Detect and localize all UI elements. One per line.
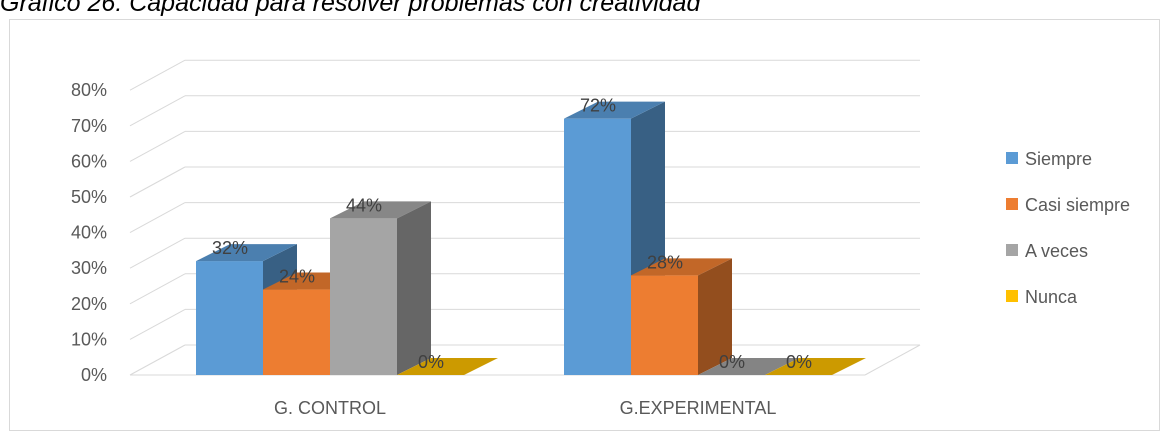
- floor-side-edge: [864, 344, 921, 376]
- data-label: 44%: [346, 195, 382, 215]
- data-label: 0%: [418, 352, 444, 372]
- gridline-diagonal: [129, 59, 186, 91]
- bar-top: [564, 101, 665, 119]
- y-tick-label: 40%: [71, 223, 107, 243]
- bar-top: [196, 244, 297, 262]
- legend-label: Siempre: [1025, 149, 1092, 169]
- chart-title: Gráfico 26: Capacidad para resolver prob…: [0, 0, 701, 17]
- legend-label: Casi siempre: [1025, 195, 1130, 215]
- legend-swatch: [1006, 198, 1018, 210]
- bar: [330, 218, 397, 375]
- y-tick-label: 20%: [71, 294, 107, 314]
- bar-zero: [397, 358, 498, 375]
- data-label: 32%: [212, 238, 248, 258]
- y-tick-label: 30%: [71, 258, 107, 278]
- legend-swatch: [1006, 244, 1018, 256]
- y-tick-label: 10%: [71, 329, 107, 349]
- y-tick-label: 0%: [81, 365, 107, 385]
- bar-top: [330, 201, 431, 219]
- legend-label: A veces: [1025, 241, 1088, 261]
- y-tick-label: 60%: [71, 151, 107, 171]
- data-label: 0%: [719, 352, 745, 372]
- legend-swatch: [1006, 152, 1018, 164]
- bar-top: [631, 258, 732, 276]
- chart-frame: [9, 19, 1160, 431]
- data-label: 72%: [580, 96, 616, 116]
- gridline-diagonal: [129, 273, 186, 305]
- data-label: 0%: [786, 352, 812, 372]
- gridline-diagonal: [129, 166, 186, 198]
- legend-swatch: [1006, 290, 1018, 302]
- gridline-diagonal: [129, 237, 186, 269]
- data-label: 28%: [647, 252, 683, 272]
- gridline-diagonal: [129, 130, 186, 162]
- bar: [196, 261, 263, 375]
- y-tick-label: 80%: [71, 80, 107, 100]
- gridline-diagonal: [129, 202, 186, 234]
- y-tick-label: 70%: [71, 116, 107, 136]
- bar-side: [397, 201, 431, 375]
- gridline-diagonal: [129, 344, 186, 376]
- bar-side: [698, 258, 732, 375]
- x-tick-label: G. CONTROL: [274, 398, 386, 418]
- bar: [631, 275, 698, 375]
- bar-zero: [765, 358, 866, 375]
- gridline-diagonal: [129, 308, 186, 340]
- x-tick-label: G.EXPERIMENTAL: [620, 398, 777, 418]
- bar: [263, 289, 330, 375]
- bar: [564, 118, 631, 376]
- data-label: 24%: [279, 267, 315, 287]
- legend-label: Nunca: [1025, 287, 1078, 307]
- gridline-diagonal: [129, 95, 186, 127]
- bar-zero: [698, 358, 799, 375]
- y-tick-label: 50%: [71, 187, 107, 207]
